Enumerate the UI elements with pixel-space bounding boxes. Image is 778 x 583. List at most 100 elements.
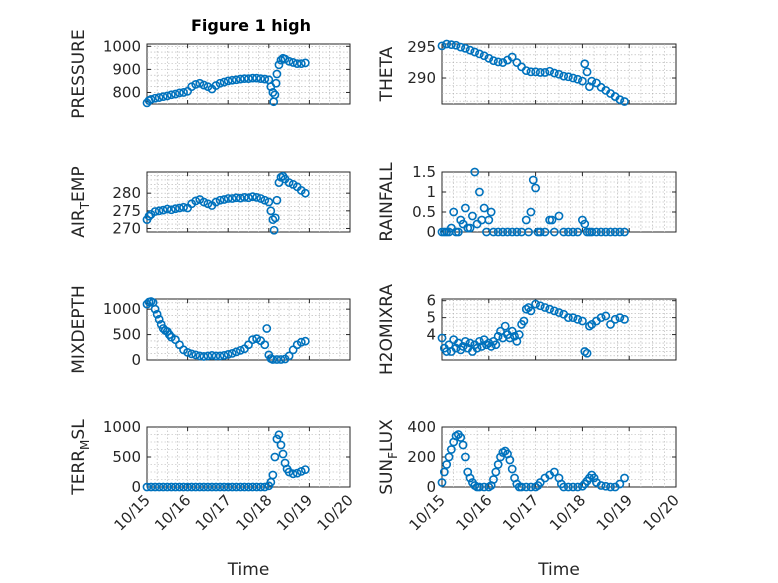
data-point — [559, 482, 569, 492]
data-point — [489, 227, 498, 237]
data-point — [219, 482, 229, 492]
data-point — [456, 42, 466, 52]
data-point — [235, 482, 245, 492]
y-tick-label: 900 — [112, 60, 141, 78]
data-point — [526, 306, 536, 316]
data-point — [610, 227, 620, 237]
data-point — [162, 482, 172, 492]
chart-theta: 290 295 THETA — [377, 38, 677, 106]
data-point — [568, 313, 578, 323]
data-point — [554, 211, 564, 221]
data-point — [437, 333, 447, 343]
data-point — [272, 434, 282, 444]
data-point — [270, 452, 280, 462]
data-point — [166, 482, 176, 492]
data-point — [231, 347, 241, 357]
data-point — [296, 59, 306, 69]
data-point — [272, 69, 282, 79]
data-point — [535, 68, 545, 77]
figure-title: Figure 1 high — [191, 16, 311, 35]
data-point — [179, 202, 188, 212]
data-point — [179, 88, 188, 97]
data-point — [620, 97, 629, 106]
data-point — [195, 351, 205, 361]
x-axis-label: Time — [227, 560, 270, 580]
data-point — [274, 60, 284, 70]
data-point — [183, 347, 192, 357]
data-point — [493, 227, 503, 237]
data-point — [484, 53, 494, 63]
data-point — [587, 227, 597, 237]
data-point — [559, 227, 569, 237]
data-point — [573, 227, 583, 237]
data-point — [207, 351, 217, 360]
y-axis-label-part: SUN — [377, 459, 397, 495]
data-point — [512, 227, 522, 237]
data-point — [559, 71, 569, 81]
data-point — [540, 68, 550, 77]
data-point — [475, 187, 484, 197]
data-point — [266, 206, 276, 216]
data-point — [568, 227, 578, 237]
data-point — [568, 482, 578, 492]
data-point — [235, 74, 245, 84]
data-point — [580, 219, 590, 229]
y-tick-label: 1.5 — [412, 163, 436, 181]
data-point — [296, 337, 306, 347]
data-point — [554, 69, 564, 79]
data-point — [587, 76, 597, 86]
data-point — [300, 336, 310, 346]
data-point — [284, 56, 294, 66]
data-point — [493, 460, 503, 469]
data-point — [496, 452, 505, 462]
data-point — [284, 467, 294, 477]
data-point — [460, 452, 470, 462]
data-point — [491, 340, 501, 350]
data-point — [465, 338, 475, 348]
x-tick-label: 10/18 — [546, 491, 589, 534]
data-point — [437, 41, 447, 51]
data-point — [620, 227, 629, 237]
data-point — [215, 351, 225, 361]
y-axis-label: TERRMSL — [69, 419, 92, 496]
y-axis-label: PRESSURE — [69, 29, 89, 118]
data-point — [235, 193, 245, 203]
data-point — [442, 39, 452, 49]
data-point — [554, 308, 564, 317]
data-point — [248, 482, 257, 492]
data-point — [507, 464, 517, 474]
data-point — [563, 482, 573, 492]
data-point — [166, 90, 176, 100]
data-point — [256, 482, 266, 492]
data-point — [260, 74, 270, 84]
data-point — [191, 350, 201, 360]
plot-area — [146, 298, 351, 361]
y-tick-label: 0 — [426, 478, 436, 496]
y-axis-label: THETA — [377, 46, 397, 102]
y-axis-label-part: SL — [69, 419, 89, 440]
y-axis-label-part: LUX — [377, 419, 397, 452]
y-tick-label: 0 — [131, 351, 141, 369]
data-point — [578, 316, 587, 326]
data-point — [252, 73, 262, 83]
data-point — [549, 227, 559, 237]
data-point — [211, 482, 221, 492]
data-point — [498, 58, 508, 67]
y-tick-label: 1000 — [103, 300, 141, 318]
data-point — [531, 183, 540, 193]
data-point — [195, 482, 205, 492]
x-tick-label: 10/15 — [111, 491, 154, 534]
data-point — [296, 466, 306, 476]
data-point — [547, 215, 557, 225]
data-point — [292, 468, 302, 478]
data-point — [223, 76, 233, 86]
data-point — [300, 465, 310, 474]
data-point — [260, 195, 270, 205]
data-point — [187, 482, 197, 492]
data-point — [284, 351, 294, 361]
data-point — [158, 205, 168, 215]
data-point — [219, 351, 229, 360]
data-point — [437, 478, 447, 487]
data-point — [252, 193, 262, 202]
y-tick-label: 5 — [426, 309, 436, 327]
